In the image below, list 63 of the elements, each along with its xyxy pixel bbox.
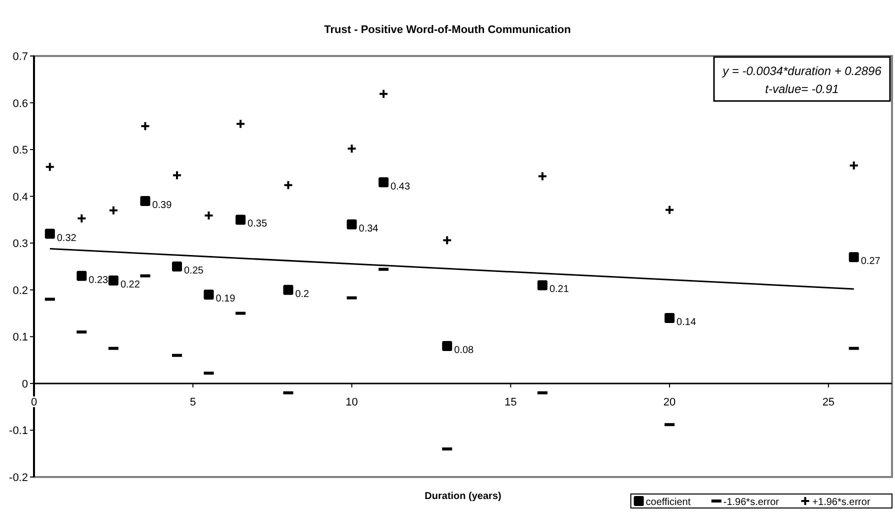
- point: [848, 160, 859, 170]
- data-label: 0.19: [216, 294, 236, 305]
- point: [283, 180, 294, 190]
- x-tick-label: 20: [663, 396, 676, 408]
- point: [664, 312, 675, 323]
- point: [76, 213, 87, 224]
- point: [44, 162, 55, 172]
- point: [664, 204, 675, 215]
- data-label: 0.32: [56, 232, 77, 244]
- y-tick-label: 0.2: [12, 284, 28, 297]
- point: [537, 280, 548, 290]
- point: [236, 118, 246, 129]
- data-label: 0.14: [676, 316, 696, 328]
- point: [346, 219, 357, 230]
- data-label: 0.23: [88, 274, 109, 286]
- chart-title: Trust - Positive Word-of-Mouth Communication: [324, 24, 572, 36]
- point: [346, 144, 357, 154]
- data-label: 0.08: [454, 345, 474, 356]
- point: [172, 262, 182, 272]
- point: [283, 284, 294, 295]
- y-tick-label: -0.1: [9, 425, 28, 438]
- point: [140, 196, 150, 206]
- legend-label: coefficient: [646, 497, 691, 508]
- point: [108, 276, 118, 286]
- x-tick-label: 15: [504, 396, 517, 408]
- point: [378, 177, 389, 188]
- x-tick-label: 10: [346, 396, 358, 408]
- point: [442, 235, 452, 246]
- y-tick-label: 0.1: [12, 332, 28, 344]
- point: [378, 88, 389, 99]
- point: [76, 270, 87, 281]
- y-tick-label: 0.3: [12, 238, 28, 250]
- x-tick-label: 25: [822, 396, 835, 408]
- point: [442, 341, 452, 352]
- data-label: 0.27: [860, 256, 881, 268]
- point: [537, 171, 548, 182]
- annotation: y = -0.0034*duration + 0.2896 t-value= -0.91: [722, 64, 882, 96]
- point: [140, 121, 150, 132]
- data-label: 0.25: [184, 266, 204, 276]
- data-label: 0.2: [295, 288, 310, 300]
- y-tick-label: 0.4: [12, 191, 28, 204]
- y-tick-label: 0.7: [12, 51, 28, 63]
- point: [848, 252, 859, 262]
- data-label: 0.43: [390, 181, 410, 192]
- y-tick-label: -0.2: [9, 472, 28, 484]
- point: [172, 170, 182, 180]
- y-tick-label: 0.6: [12, 98, 28, 110]
- data-label: 0.35: [248, 218, 268, 230]
- data-label: 0.22: [120, 280, 140, 291]
- point: [236, 214, 246, 225]
- data-label: 0.21: [549, 284, 570, 296]
- data-label: 0.39: [152, 200, 172, 212]
- legend-label: +1.96*s.error: [812, 497, 871, 508]
- point: [44, 228, 55, 239]
- legend-label: -1.96*s.error: [723, 497, 780, 508]
- point: [204, 290, 214, 300]
- x-tick-label: 5: [190, 396, 196, 408]
- y-tick-label: 0: [22, 378, 28, 390]
- y-tick-label: 0.5: [12, 144, 28, 157]
- point: [204, 210, 214, 221]
- point: [108, 205, 118, 216]
- x-axis-title: Duration (years): [424, 491, 502, 502]
- data-label: 0.34: [358, 223, 379, 234]
